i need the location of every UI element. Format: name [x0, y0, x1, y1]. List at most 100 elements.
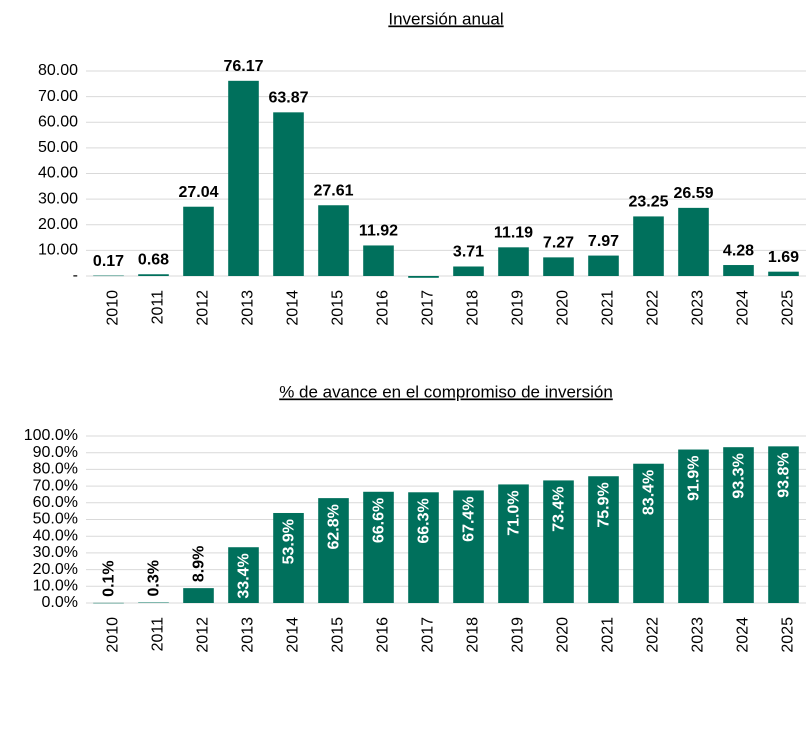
data-label: 67.4%: [461, 496, 478, 541]
x-tick-label: 2023: [690, 617, 707, 653]
y-tick-label: 60.00: [38, 113, 78, 130]
bar: [363, 245, 394, 276]
data-label: 0.1%: [101, 560, 118, 596]
bar: [543, 480, 574, 603]
bar: [453, 266, 484, 276]
bar: [633, 463, 664, 603]
x-tick-label: 2021: [600, 617, 617, 653]
chart-title: Inversión anual: [388, 9, 503, 28]
x-tick-label: 2025: [780, 290, 797, 326]
bar: [723, 265, 754, 276]
x-tick-label: 2024: [735, 617, 752, 653]
x-tick-label: 2013: [240, 290, 257, 326]
data-label: 83.4%: [641, 470, 658, 515]
bar: [498, 484, 529, 603]
y-tick-label: 80.0%: [33, 461, 78, 478]
bar: [273, 112, 304, 276]
bar: [93, 275, 124, 277]
data-label: 66.3%: [416, 498, 433, 543]
y-tick-label: 40.0%: [33, 527, 78, 544]
data-label: 71.0%: [506, 490, 523, 535]
data-label: 91.9%: [686, 456, 703, 501]
y-tick-label: 30.0%: [33, 544, 78, 561]
bar: [498, 247, 529, 276]
data-label: 63.87: [268, 90, 308, 107]
bar: [588, 476, 619, 603]
x-tick-label: 2016: [375, 617, 392, 653]
x-tick-label: 2018: [465, 617, 482, 653]
bar: [183, 588, 214, 603]
data-label: 26.59: [673, 185, 713, 202]
x-tick-label: 2013: [240, 617, 257, 653]
x-tick-label: 2019: [510, 290, 527, 326]
y-tick-label: 20.0%: [33, 561, 78, 578]
x-tick-label: 2022: [645, 617, 662, 653]
x-tick-label: 2022: [645, 290, 662, 326]
x-tick-label: 2020: [555, 290, 572, 326]
y-tick-label: 90.0%: [33, 444, 78, 461]
x-tick-label: 2017: [420, 617, 437, 653]
bar: [678, 207, 709, 276]
bar: [363, 491, 394, 603]
y-tick-label: 10.0%: [33, 578, 78, 595]
bar: [768, 446, 799, 603]
bar: [138, 274, 169, 276]
bar: [318, 205, 349, 276]
data-label: 93.3%: [731, 453, 748, 498]
bar: [318, 498, 349, 603]
data-label: 23.25: [628, 194, 668, 211]
bar: [723, 447, 754, 603]
data-label: 7.97: [588, 233, 619, 250]
bar: [228, 547, 259, 603]
bar: [408, 276, 439, 278]
data-label: 73.4%: [551, 486, 568, 531]
y-tick-label: 70.00: [38, 88, 78, 105]
bar: [273, 512, 304, 603]
data-label: 66.6%: [371, 498, 388, 543]
x-tick-label: 2023: [690, 290, 707, 326]
bar: [183, 206, 214, 276]
data-label: 62.8%: [326, 504, 343, 549]
y-tick-label: 60.0%: [33, 494, 78, 511]
x-tick-label: 2014: [285, 617, 302, 653]
y-tick-label: -: [73, 267, 78, 284]
bar: [93, 602, 124, 604]
data-label: 27.61: [313, 182, 353, 199]
x-tick-label: 2016: [375, 290, 392, 326]
y-tick-label: 70.0%: [33, 477, 78, 494]
y-tick-label: 50.0%: [33, 511, 78, 528]
x-tick-label: 2020: [555, 617, 572, 653]
bar: [768, 271, 799, 276]
data-label: 3.71: [453, 244, 484, 261]
data-label: 93.8%: [776, 452, 793, 497]
bar: [543, 257, 574, 276]
y-tick-label: 30.00: [38, 190, 78, 207]
x-tick-label: 2015: [330, 617, 347, 653]
bar: [633, 216, 664, 276]
bar: [138, 602, 169, 603]
y-tick-label: 40.00: [38, 165, 78, 182]
data-label: 0.68: [138, 251, 169, 268]
x-tick-label: 2019: [510, 617, 527, 653]
x-tick-label: 2025: [780, 617, 797, 653]
data-label: 75.9%: [596, 482, 613, 527]
x-tick-label: 2010: [105, 290, 122, 326]
data-label: 0.17: [93, 253, 124, 270]
data-label: 0.3%: [146, 560, 163, 596]
x-tick-label: 2024: [735, 290, 752, 326]
bar: [228, 80, 259, 276]
data-label: 7.27: [543, 235, 574, 252]
bar: [453, 490, 484, 603]
y-tick-label: 100.0%: [24, 427, 78, 444]
chart-title: % de avance en el compromiso de inversió…: [279, 382, 613, 401]
data-label: 8.9%: [191, 546, 208, 582]
x-tick-label: 2012: [195, 617, 212, 653]
y-tick-label: 10.00: [38, 242, 78, 259]
x-tick-label: 2021: [600, 290, 617, 326]
bar: [678, 449, 709, 603]
x-tick-label: 2018: [465, 290, 482, 326]
x-tick-label: 2012: [195, 290, 212, 326]
data-label: 4.28: [723, 242, 754, 259]
data-label: 27.04: [178, 184, 218, 201]
